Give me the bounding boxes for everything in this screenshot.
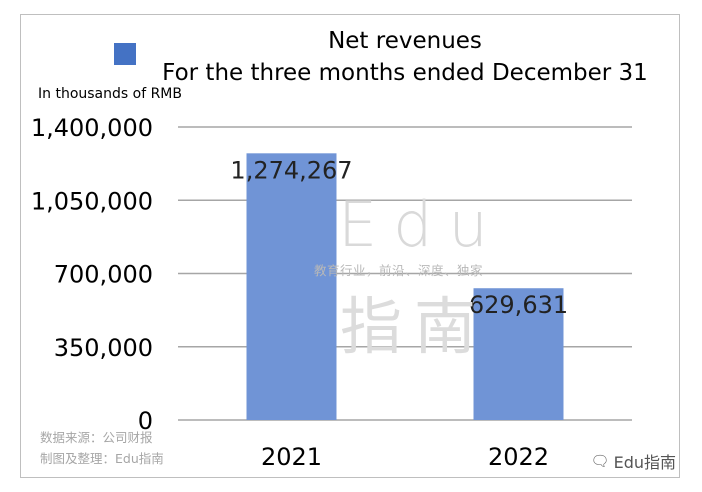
y-axis-label: In thousands of RMB bbox=[38, 86, 182, 102]
chart-frame bbox=[20, 14, 680, 478]
data-label: 1,274,267 bbox=[230, 156, 352, 184]
credit-note: 制图及整理：Edu指南 bbox=[40, 451, 164, 466]
chart-subtitle: For the three months ended December 31 bbox=[162, 60, 648, 86]
x-tick-label: 2022 bbox=[488, 443, 549, 471]
legend-swatch bbox=[114, 43, 136, 65]
brand-text: Edu指南 bbox=[613, 453, 676, 472]
x-tick-label: 2021 bbox=[261, 443, 322, 471]
chart-title: Net revenues bbox=[328, 28, 482, 54]
wechat-icon: 🗨 bbox=[590, 452, 610, 470]
bar-2022 bbox=[473, 288, 564, 420]
source-note: 数据来源：公司财报 bbox=[40, 430, 153, 445]
data-label: 629,631 bbox=[469, 291, 568, 319]
y-tick-label: 1,400,000 bbox=[31, 114, 153, 142]
y-tick-label: 0 bbox=[138, 407, 153, 435]
brand-mark: 🗨 Edu指南 bbox=[591, 449, 676, 473]
y-tick-label: 350,000 bbox=[54, 334, 153, 362]
bar-2021 bbox=[246, 153, 337, 420]
y-tick-label: 1,050,000 bbox=[31, 187, 153, 215]
y-tick-label: 700,000 bbox=[54, 261, 153, 289]
